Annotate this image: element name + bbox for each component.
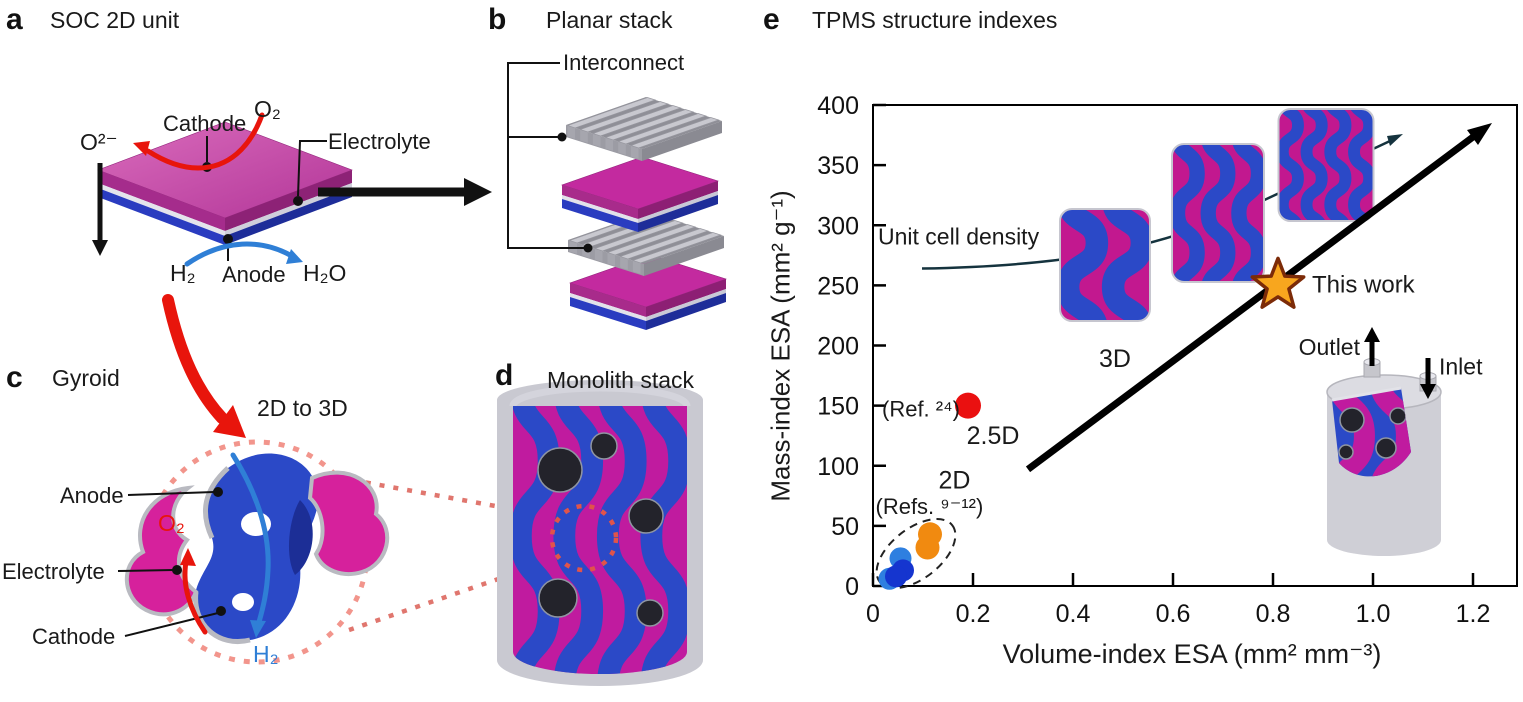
y-tick-label: 0 — [845, 573, 859, 601]
soc-2d-cell-illustration — [92, 112, 492, 438]
anode-label-c: Anode — [60, 483, 124, 508]
planar-stack-illustration — [561, 97, 727, 330]
label-refs-9-12: (Refs. ⁹⁻¹²) — [876, 494, 984, 519]
interconnect-callout — [507, 62, 593, 253]
hydrogen-flow-arrow-c — [230, 452, 271, 638]
oxygen-ion-arrow — [92, 163, 108, 256]
x-axis-title: Volume-index ESA (mm² mm⁻³) — [1002, 639, 1382, 669]
electrolyte-label-c: Electrolyte — [2, 559, 105, 584]
data-point — [955, 392, 981, 419]
hydrogen-label-a: H₂ — [170, 260, 196, 286]
cathode-pointer-dot-c — [216, 606, 226, 616]
label-ref24: (Ref. ²⁴) — [882, 396, 960, 421]
y-tick-label: 100 — [817, 453, 859, 481]
panel-a-letter: a — [6, 3, 23, 36]
x-tick-label: 0.4 — [1056, 600, 1091, 628]
panel-d-title: Monolith stack — [547, 367, 695, 393]
cathode-label-a: Cathode — [163, 111, 247, 136]
panel-c-letter: c — [6, 361, 23, 394]
interconnect-label: Interconnect — [563, 50, 685, 75]
oxygen-ion-label: O²⁻ — [80, 129, 118, 155]
monolith-device-image — [1326, 358, 1442, 556]
panel-b-title: Planar stack — [546, 7, 673, 33]
cell-slab — [569, 254, 727, 330]
oxygen-label-c: O₂ — [158, 510, 185, 536]
x-tick-label: 1.2 — [1456, 600, 1491, 628]
oxygen-flow-arrow-c — [180, 548, 208, 635]
tpms-index-chart: 0 0.2 0.4 0.6 0.8 1.0 1.2 0 50 100 150 200 250 300 350… — [817, 92, 1518, 628]
y-tick-label: 350 — [817, 152, 859, 180]
panel-b-letter: b — [488, 3, 507, 36]
label-this-work: This work — [1312, 272, 1416, 299]
oxygen-flow-arrow — [133, 112, 265, 171]
trend-arrow — [1025, 131, 1480, 473]
electrolyte-label-a: Electrolyte — [328, 129, 431, 154]
y-tick-label: 200 — [817, 333, 859, 361]
interconnect-slab — [566, 97, 722, 161]
monolith-stack-illustration — [497, 380, 703, 686]
hydrogen-label-c: H₂ — [253, 641, 279, 667]
y-tick-label: 150 — [817, 393, 859, 421]
anode-pointer-dot — [223, 234, 233, 244]
x-tick-label: 0.6 — [1156, 600, 1191, 628]
anode-pointer-dot-c — [213, 487, 223, 497]
y-tick-label: 250 — [817, 272, 859, 300]
transition-label: 2D to 3D — [257, 395, 348, 421]
y-axis-title: Mass-index ESA (mm² g⁻¹) — [765, 190, 796, 502]
gyroid-texture — [1278, 109, 1374, 221]
oxygen-label-a: O₂ — [254, 96, 281, 122]
cathode-label-c: Cathode — [32, 624, 116, 649]
panel-e-title: TPMS structure indexes — [812, 7, 1058, 33]
data-point — [885, 565, 907, 588]
label-3d: 3D — [1099, 345, 1131, 373]
panel-d-letter: d — [495, 359, 514, 392]
y-tick-label: 400 — [817, 92, 859, 120]
gyroid-cylinder-image — [1171, 143, 1265, 283]
unit-cell-density: Unit cell density — [878, 223, 1040, 249]
label-2d: 2D — [939, 467, 971, 495]
panel-c-title: Gyroid — [52, 365, 120, 391]
gyroid-illustration — [117, 439, 557, 665]
gyroid-texture — [1172, 144, 1264, 282]
label-outlet: Outlet — [1299, 334, 1361, 360]
y-tick-label: 300 — [817, 212, 859, 240]
x-tick-label: 1.0 — [1356, 600, 1391, 628]
gyroid-texture — [513, 406, 687, 674]
this-work-star — [1250, 256, 1306, 309]
electrolyte-pointer-dot — [293, 196, 303, 206]
gyroid-cylinder-image — [1277, 108, 1375, 222]
electrolyte-pointer-dot-c — [172, 565, 182, 575]
x-tick-label: 0 — [866, 600, 880, 628]
to-planar-stack-arrow — [318, 178, 492, 206]
trend-arrowhead — [1467, 123, 1492, 145]
x-tick-label: 0.2 — [956, 600, 991, 628]
x-tick-label: 0.8 — [1256, 600, 1291, 628]
label-inlet: Inlet — [1439, 353, 1483, 379]
y-tick-label: 50 — [831, 513, 859, 541]
unit-cell-density-arrowhead — [1387, 134, 1403, 146]
panel-a-title: SOC 2D unit — [50, 7, 180, 33]
panel-e-letter: e — [763, 3, 780, 36]
magnifier-target-circle — [549, 503, 619, 573]
cell-slab — [561, 156, 719, 232]
gyroid-cylinder-image — [1059, 208, 1151, 322]
water-label-a: H₂O — [303, 260, 347, 286]
data-point — [915, 535, 940, 560]
hydrogen-flow-arrow — [184, 241, 303, 267]
label-2-5d: 2.5D — [967, 422, 1020, 450]
anode-label-a: Anode — [222, 262, 286, 287]
gyroid-texture — [1060, 209, 1150, 321]
to-gyroid-arrow — [162, 294, 246, 438]
